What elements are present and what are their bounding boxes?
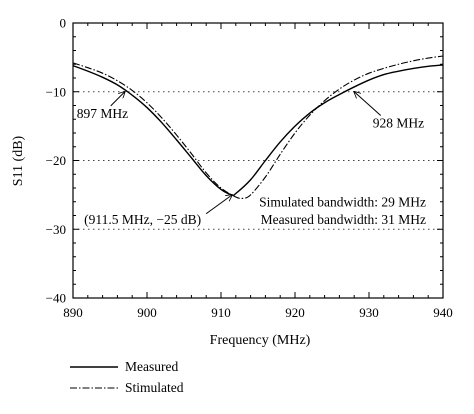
chart-legend: Measured Stimulated bbox=[70, 357, 290, 402]
y-axis-label: S11 (dB) bbox=[11, 135, 26, 186]
annotation-text: 897 MHz bbox=[77, 106, 128, 121]
annotation-arrow bbox=[354, 92, 382, 116]
legend-label-measured: Measured bbox=[125, 359, 179, 374]
x-tick-label: 890 bbox=[63, 305, 83, 320]
y-tick-label: 0 bbox=[60, 16, 67, 31]
series-measured bbox=[72, 64, 444, 197]
x-tick-label: 900 bbox=[137, 305, 157, 320]
y-tick-label: −20 bbox=[46, 153, 66, 168]
series-stimulated bbox=[72, 55, 444, 200]
x-tick-label: 920 bbox=[285, 305, 305, 320]
x-tick-label: 910 bbox=[211, 305, 231, 320]
axis-ticks: 890 900 910 920 930 940 0 −10 −20 −30 −40 bbox=[46, 16, 453, 321]
legend-label-stimulated: Stimulated bbox=[125, 380, 184, 395]
annotation-text: Measured bandwidth: 31 MHz bbox=[261, 212, 426, 227]
legend-entry-measured: Measured bbox=[70, 357, 290, 377]
annotation-text: (911.5 MHz, −25 dB) bbox=[84, 212, 201, 227]
annotation-arrow bbox=[205, 195, 232, 215]
series-layer bbox=[72, 55, 444, 200]
x-axis-label: Frequency (MHz) bbox=[210, 333, 311, 348]
y-tick-label: −40 bbox=[46, 291, 66, 306]
annotation-layer: 897 MHz 928 MHz (911.5 MHz, −25 dB) Simulat… bbox=[77, 92, 426, 227]
y-tick-label: −10 bbox=[46, 84, 66, 99]
reference-lines bbox=[73, 91, 443, 230]
y-tick-label: −30 bbox=[46, 222, 66, 237]
legend-swatch-solid bbox=[70, 366, 118, 368]
annotation-arrow bbox=[110, 92, 125, 107]
s11-chart: 890 900 910 920 930 940 0 −10 −20 −30 −40 897 MHz 9… bbox=[11, 16, 453, 349]
x-tick-label: 930 bbox=[359, 305, 379, 320]
annotation-text: Simulated bandwidth: 29 MHz bbox=[259, 195, 426, 210]
legend-entry-stimulated: Stimulated bbox=[70, 378, 290, 398]
annotation-text: 928 MHz bbox=[373, 116, 424, 131]
legend-swatch-dashdot bbox=[70, 387, 118, 389]
x-tick-label: 940 bbox=[433, 305, 453, 320]
